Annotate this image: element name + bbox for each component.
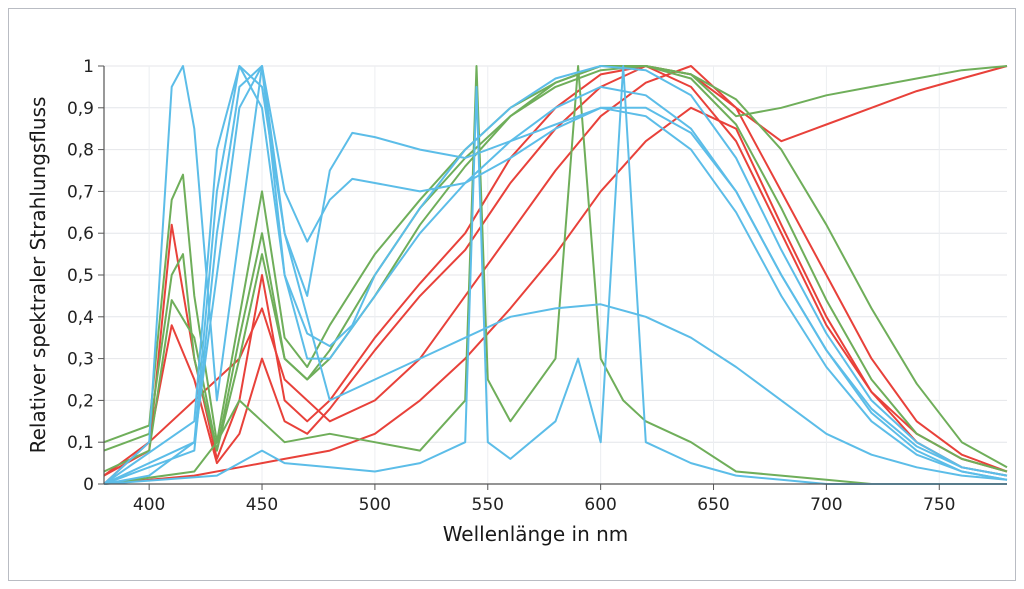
y-tick-label: 0,1	[67, 433, 94, 453]
y-tick-label: 0,6	[67, 224, 94, 244]
series-line-12	[103, 65, 1008, 485]
y-axis-title: Relativer spektraler Strahlungsfluss	[26, 97, 50, 454]
x-tick-label: 500	[359, 495, 391, 515]
series-line-4	[103, 65, 1008, 485]
chart-frame: 400 450 500 550 600 650 700 750 0 0,1 0,2 0,3 0,4 0,…	[8, 8, 1016, 581]
series-line-7	[103, 65, 1007, 485]
series-line-10	[103, 65, 1008, 485]
series-line-2	[103, 65, 1008, 477]
x-ticks: 400 450 500 550 600 650 700 750	[133, 484, 956, 515]
series-line-5	[103, 65, 1008, 444]
y-tick-label: 0,5	[67, 266, 94, 286]
series-line-11	[103, 65, 1008, 485]
y-tick-label: 1	[83, 57, 94, 77]
series-line-6	[103, 65, 1008, 473]
y-tick-label: 0,3	[67, 350, 94, 370]
series-line-8	[103, 65, 1008, 473]
series-line-13	[103, 65, 1008, 485]
y-tick-label: 0,4	[67, 308, 94, 328]
spectrum-chart: 400 450 500 550 600 650 700 750 0 0,1 0,2 0,3 0,4 0,…	[26, 57, 1008, 546]
series-line-3	[103, 106, 1008, 485]
y-tick-label: 0,7	[67, 182, 94, 202]
y-tick-label: 0,8	[67, 141, 94, 161]
x-tick-label: 650	[697, 495, 729, 515]
y-tick-label: 0	[83, 475, 94, 495]
series-layer	[103, 65, 1008, 485]
x-tick-label: 600	[584, 495, 616, 515]
x-tick-label: 400	[133, 495, 165, 515]
x-axis-title: Wellenlänge in nm	[443, 522, 629, 546]
x-tick-label: 550	[472, 495, 504, 515]
x-tick-label: 450	[246, 495, 278, 515]
x-tick-label: 750	[923, 495, 955, 515]
y-tick-label: 0,9	[67, 99, 94, 119]
series-line-1	[103, 65, 1008, 477]
y-ticks: 0 0,1 0,2 0,3 0,4 0,5 0,6 0,7 0,8 0,9 1	[67, 57, 104, 495]
x-tick-label: 700	[810, 495, 842, 515]
y-tick-label: 0,2	[67, 391, 94, 411]
